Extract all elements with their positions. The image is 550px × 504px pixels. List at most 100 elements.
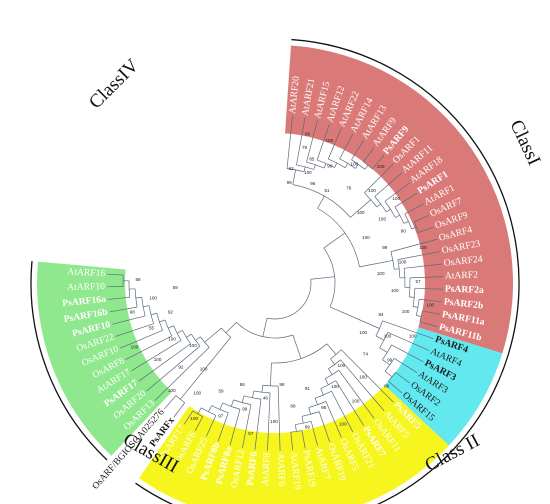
bootstrap-value: 97: [218, 413, 224, 418]
branch-arc: [286, 168, 305, 173]
tree-branches: [107, 115, 443, 451]
bootstrap-value: 100: [399, 260, 407, 265]
branch: [418, 226, 434, 233]
branch: [384, 182, 411, 202]
branch: [204, 327, 222, 343]
branch: [411, 226, 417, 230]
bootstrap-value: 95: [321, 405, 327, 410]
branch-arc: [388, 372, 396, 382]
branch: [395, 372, 411, 384]
branch-arc: [315, 390, 332, 399]
branch: [270, 362, 272, 386]
branch: [107, 273, 124, 276]
bootstrap-value: 91: [305, 386, 311, 391]
branch-arc: [243, 395, 262, 400]
bootstrap-value: 100: [351, 161, 359, 166]
leaf-label: PsARF16a: [62, 294, 107, 309]
bootstrap-value: 98: [279, 382, 285, 387]
bootstrap-value: 100: [304, 170, 312, 175]
arc-classiv: [30, 261, 108, 461]
bootstrap-value: 99: [387, 358, 393, 363]
class-label-classiv: ClassIV: [85, 55, 143, 113]
branch: [125, 335, 172, 360]
branch: [206, 415, 217, 437]
branch: [310, 276, 335, 280]
bootstrap-value: 100: [131, 344, 139, 349]
branch: [310, 421, 318, 446]
branch: [303, 166, 306, 172]
bootstrap-value: 100: [402, 309, 410, 314]
branch: [254, 399, 262, 450]
leaf-label: AtARF19: [288, 451, 303, 490]
bootstrap-value: 99: [305, 424, 311, 429]
arc-classiii: [135, 449, 454, 504]
branch: [261, 385, 264, 393]
branch: [404, 263, 442, 269]
leaf-label: PsARF2b: [443, 296, 483, 311]
branch: [163, 395, 177, 410]
bootstrap-value: 100: [392, 196, 400, 201]
branch: [391, 344, 424, 363]
branch: [412, 306, 419, 308]
bootstrap-value: 100: [362, 235, 370, 240]
branch: [397, 251, 441, 260]
branch-arc: [141, 297, 146, 317]
leaf-label: AtARF2: [445, 269, 479, 281]
branch-arc: [296, 164, 314, 170]
branch: [120, 330, 163, 349]
branch: [409, 296, 415, 298]
branch: [115, 323, 154, 337]
branch-arc: [351, 159, 366, 170]
branch: [387, 332, 430, 351]
branch: [296, 117, 306, 165]
bootstrap-value: 86: [240, 382, 246, 387]
branch: [225, 321, 237, 334]
bootstrap-value: 74: [363, 352, 369, 357]
branch: [364, 163, 394, 194]
branch: [195, 336, 201, 341]
branch: [422, 310, 441, 315]
bootstrap-value: 76: [346, 186, 352, 191]
bootstrap-value: 100: [168, 337, 176, 342]
branch: [197, 407, 202, 415]
branch-arc: [374, 196, 387, 213]
bootstrap-value: 85: [309, 156, 315, 161]
branch: [277, 385, 281, 451]
branch: [143, 305, 150, 308]
branch-arc: [222, 402, 241, 410]
bootstrap-value: 86: [384, 383, 390, 388]
branch: [335, 380, 365, 426]
branch: [409, 276, 443, 279]
class-label-classi: ClassI: [505, 117, 544, 169]
leaf-label: AtARF8: [260, 452, 272, 486]
branch: [230, 399, 234, 407]
bootstrap-value: 100: [359, 330, 367, 335]
sector-classi: [285, 45, 513, 354]
branch: [154, 347, 210, 401]
branch: [395, 214, 400, 218]
bootstrap-value: 100: [419, 245, 427, 250]
branch-arc: [221, 327, 232, 338]
branch: [359, 260, 393, 268]
branch: [135, 297, 142, 299]
class-sectors: [36, 45, 513, 504]
branch: [219, 402, 223, 410]
branch-arc: [308, 401, 327, 408]
branch: [179, 337, 232, 400]
branch: [364, 165, 369, 170]
branch: [374, 172, 403, 197]
branch: [384, 370, 393, 378]
bootstrap-value: 100: [339, 422, 347, 427]
branch: [340, 349, 394, 403]
branch: [107, 296, 130, 300]
bootstrap-value: 99: [382, 245, 388, 250]
branch: [394, 268, 400, 270]
branch: [326, 343, 337, 355]
branch-arc: [382, 344, 392, 360]
bootstrap-value: 100: [270, 419, 278, 424]
branch-arc: [408, 277, 411, 297]
branch: [351, 140, 364, 161]
branch: [419, 298, 442, 303]
arc-classi: [291, 38, 520, 356]
bootstrap-value: 90: [401, 228, 407, 233]
